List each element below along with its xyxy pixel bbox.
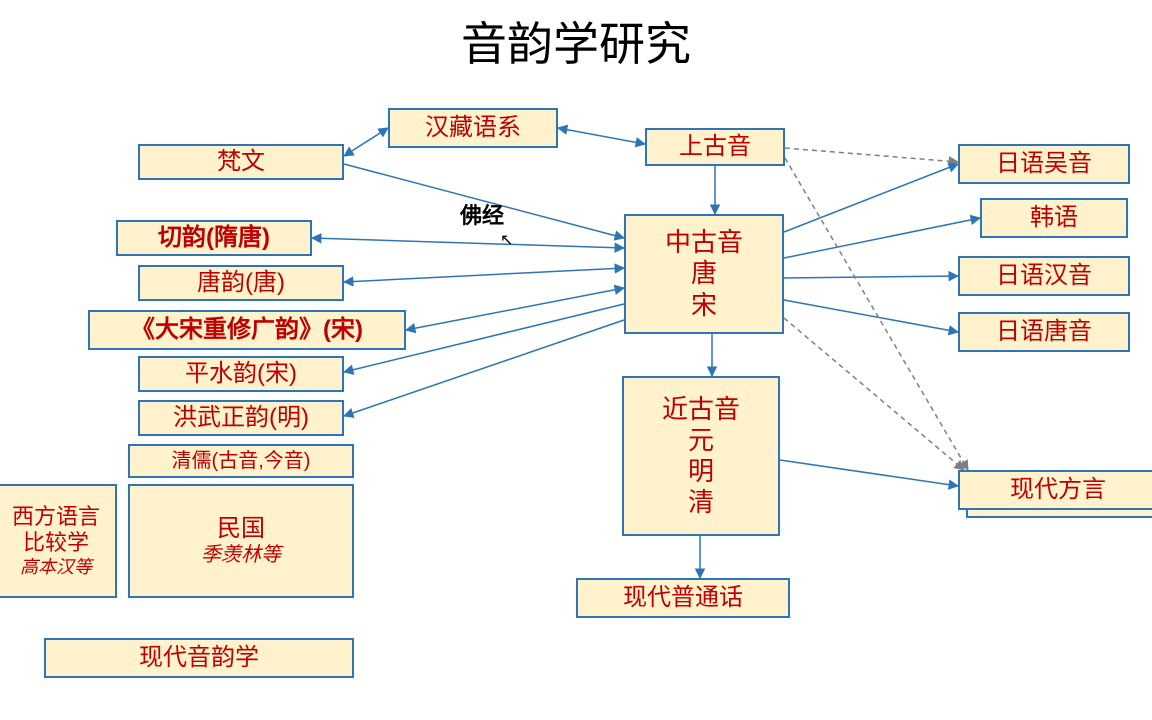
node-jingu-line-1: 元	[688, 425, 714, 456]
node-riyuhan: 日语汉音	[958, 256, 1130, 296]
edge-13	[784, 218, 980, 258]
node-zhonggu: 中古音唐宋	[624, 214, 784, 334]
node-putonghua: 现代普通话	[576, 578, 790, 618]
node-zhonggu-line-0: 中古音	[665, 227, 743, 258]
node-riyutang: 日语唐音	[958, 312, 1130, 352]
node-minguo: 民国季羡林等	[128, 484, 354, 598]
node-jingu: 近古音元明清	[622, 376, 780, 536]
node-tangyun: 唐韵(唐)	[138, 265, 344, 301]
edge-16	[785, 158, 968, 470]
node-hongwu: 洪武正韵(明)	[138, 400, 344, 436]
node-minguo-line-1: 季羡林等	[201, 543, 281, 567]
edge-15	[784, 300, 958, 332]
node-pingshui: 平水韵(宋)	[138, 356, 344, 392]
edge-17	[784, 318, 964, 470]
node-fangyan: 现代方言	[958, 470, 1152, 510]
edge-4	[312, 238, 624, 248]
node-xifang: 西方语言比较学高本汉等	[0, 484, 117, 598]
node-xifang-line-1: 比较学	[23, 530, 89, 556]
node-jingu-line-0: 近古音	[662, 394, 740, 425]
node-qingru: 清儒(古音,今音)	[128, 444, 354, 478]
node-guangyun: 《大宋重修广韵》(宋)	[88, 310, 406, 350]
edge-18	[780, 460, 958, 486]
edge-5	[344, 268, 624, 282]
node-minguo-line-0: 民国	[217, 515, 265, 544]
node-hanyu: 韩语	[980, 198, 1128, 238]
mouse-cursor: ↖	[500, 230, 513, 250]
node-zhonggu-line-1: 唐	[691, 258, 717, 289]
node-xifang-line-2: 高本汉等	[20, 557, 92, 579]
node-xifang-line-0: 西方语言	[12, 504, 100, 530]
diagram-title: 音韵学研究	[461, 8, 691, 74]
node-zhonggu-line-2: 宋	[691, 290, 717, 321]
edge-12	[784, 164, 958, 232]
node-riyuwu: 日语吴音	[958, 144, 1130, 184]
edge-1	[558, 128, 645, 144]
node-jingu-line-2: 明	[688, 456, 714, 487]
edge-0	[344, 128, 388, 156]
node-jingu-line-3: 清	[688, 487, 714, 518]
node-hanzang: 汉藏语系	[388, 108, 558, 148]
node-xiandaiyinyun: 现代音韵学	[44, 638, 354, 678]
node-qieyun: 切韵(隋唐)	[116, 220, 312, 256]
node-shanggu: 上古音	[645, 128, 785, 166]
edge-6	[406, 288, 624, 330]
edge-14	[784, 276, 958, 278]
node-fanwen: 梵文	[138, 144, 344, 180]
edge-11	[785, 148, 958, 162]
label-fojing: 佛经	[460, 198, 504, 230]
